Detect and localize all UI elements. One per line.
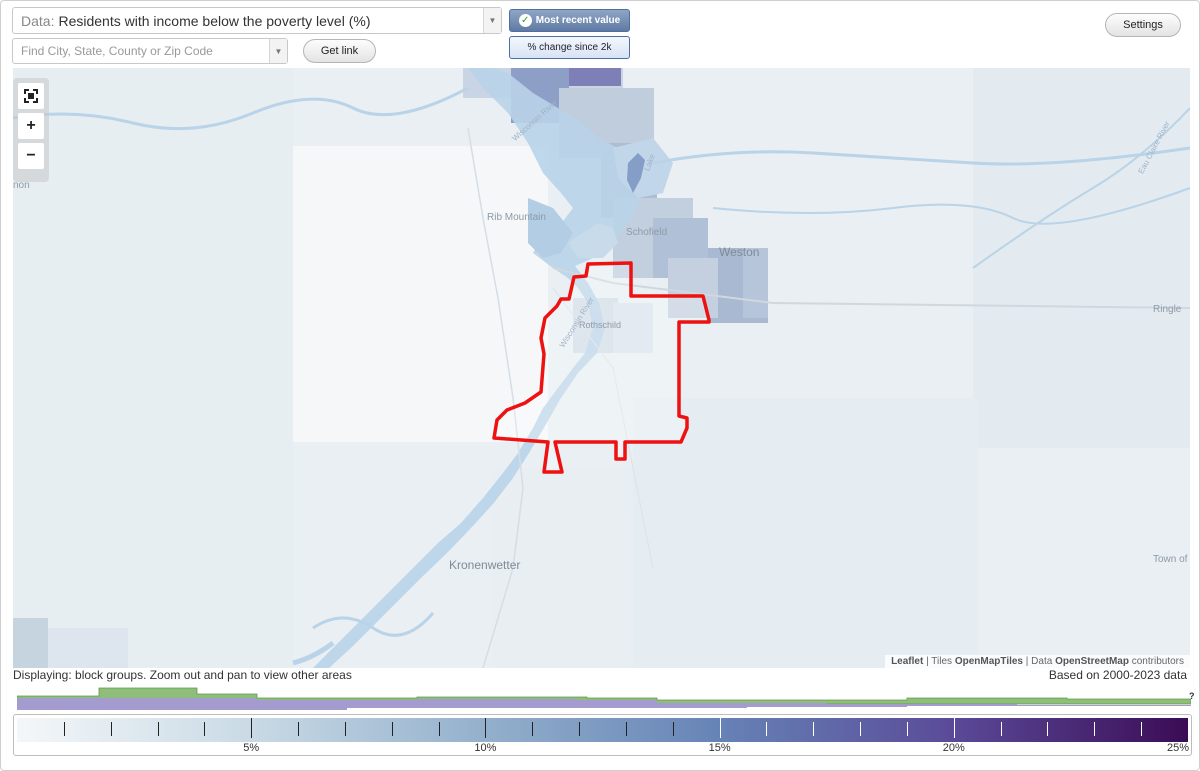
legend-minor-tick bbox=[532, 722, 534, 736]
legend-minor-tick bbox=[813, 722, 815, 736]
legend-major-tick bbox=[719, 718, 721, 738]
leaflet-link[interactable]: Leaflet bbox=[891, 656, 924, 667]
display-status-text: Displaying: block groups. Zoom out and p… bbox=[13, 668, 352, 682]
location-search-input[interactable]: Find City, State, County or Zip Code ▼ bbox=[12, 38, 288, 64]
distribution-histogram bbox=[17, 687, 1191, 710]
place-label-schofield: Schofield bbox=[626, 227, 668, 238]
legend-minor-tick bbox=[1141, 722, 1143, 736]
legend-minor-tick bbox=[298, 722, 300, 736]
legend-minor-tick bbox=[1047, 722, 1049, 736]
legend-minor-tick bbox=[766, 722, 768, 736]
most-recent-value-toggle[interactable]: ✓ Most recent value bbox=[509, 9, 630, 32]
legend-gradient-bar bbox=[17, 718, 1188, 742]
legend-minor-tick bbox=[672, 722, 674, 736]
legend-minor-tick bbox=[625, 722, 627, 736]
checkmark-icon: ✓ bbox=[518, 14, 532, 27]
choropleth-map[interactable]: Rib Mountain Schofield Weston Rothschild… bbox=[13, 68, 1190, 668]
chevron-down-icon[interactable]: ▼ bbox=[269, 39, 287, 63]
data-variable-value: Residents with income below the poverty … bbox=[58, 12, 371, 29]
map-canvas bbox=[13, 68, 1190, 668]
chevron-down-icon[interactable]: ▼ bbox=[483, 8, 501, 33]
legend-minor-tick bbox=[391, 722, 393, 736]
unknown-values-marker: ? bbox=[1189, 691, 1195, 701]
legend-major-tick bbox=[485, 718, 487, 738]
legend-minor-tick bbox=[906, 722, 908, 736]
fullscreen-glyph bbox=[24, 89, 38, 103]
data-variable-select[interactable]: Data: Residents with income below the po… bbox=[12, 7, 502, 34]
most-recent-value-label: Most recent value bbox=[535, 15, 621, 26]
place-label-town-of: Town of bbox=[1153, 554, 1188, 565]
legend-minor-tick bbox=[63, 722, 65, 736]
legend-minor-tick bbox=[1094, 722, 1096, 736]
color-legend[interactable]: 5% 10% 15% 20% 25% bbox=[13, 714, 1192, 756]
zoom-control: + − bbox=[13, 78, 49, 182]
legend-major-tick bbox=[953, 718, 955, 738]
legend-tick-label: 5% bbox=[243, 742, 260, 754]
zoom-out-button[interactable]: − bbox=[18, 143, 44, 169]
place-label-rothschild: Rothschild bbox=[579, 320, 622, 330]
place-label-non: non bbox=[13, 180, 30, 191]
legend-minor-tick bbox=[438, 722, 440, 736]
legend-minor-tick bbox=[110, 722, 112, 736]
search-placeholder: Find City, State, County or Zip Code bbox=[21, 44, 213, 58]
place-label-kronenwetter: Kronenwetter bbox=[449, 558, 521, 572]
settings-button[interactable]: Settings bbox=[1105, 13, 1181, 37]
legend-minor-tick bbox=[860, 722, 862, 736]
legend-minor-tick bbox=[157, 722, 159, 736]
legend-tick-label: 20% bbox=[942, 742, 965, 754]
map-attribution: Leaflet | Tiles OpenMapTiles | Data Open… bbox=[885, 655, 1190, 668]
place-label-weston: Weston bbox=[719, 245, 760, 259]
attribution-data-prefix: | Data bbox=[1023, 656, 1056, 667]
attribution-separator: | bbox=[923, 656, 932, 667]
data-prefix-label: Data: bbox=[21, 12, 55, 29]
fullscreen-icon[interactable] bbox=[18, 83, 44, 109]
percent-change-toggle[interactable]: % change since 2k bbox=[509, 36, 630, 59]
openmaptiles-link[interactable]: OpenMapTiles bbox=[954, 656, 1023, 667]
place-label-ringle: Ringle bbox=[1153, 304, 1182, 315]
attribution-tiles-prefix: Tiles bbox=[931, 656, 955, 667]
legend-major-tick bbox=[251, 718, 253, 738]
legend-minor-tick bbox=[204, 722, 206, 736]
place-label-rib-mountain: Rib Mountain bbox=[487, 212, 546, 223]
legend-tick-label: 25% bbox=[1166, 742, 1190, 754]
legend-minor-tick bbox=[344, 722, 346, 736]
openstreetmap-link[interactable]: OpenStreetMap bbox=[1055, 656, 1129, 667]
legend-minor-tick bbox=[1000, 722, 1002, 736]
legend-tick-label: 10% bbox=[474, 742, 497, 754]
data-years-text: Based on 2000-2023 data bbox=[1048, 668, 1187, 682]
legend-tick-label: 15% bbox=[708, 742, 731, 754]
get-link-button[interactable]: Get link bbox=[303, 39, 376, 63]
legend-minor-tick bbox=[579, 722, 581, 736]
zoom-in-button[interactable]: + bbox=[18, 113, 44, 139]
percent-change-label: % change since 2k bbox=[527, 42, 612, 53]
attribution-contributors: contributors bbox=[1128, 656, 1184, 667]
